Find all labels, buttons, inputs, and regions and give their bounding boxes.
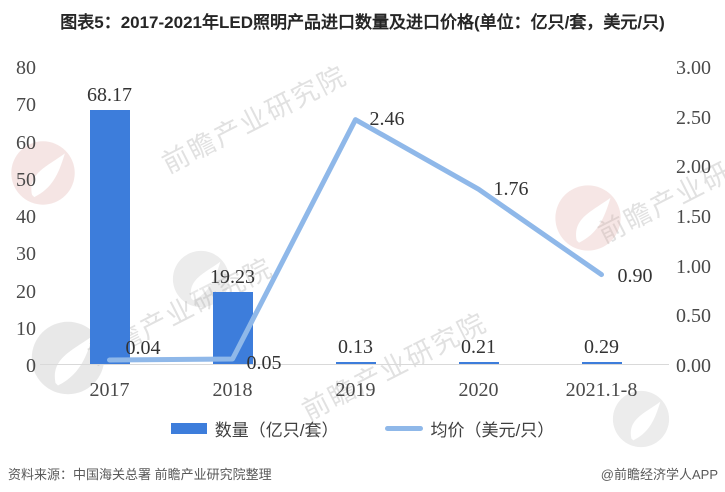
y-axis-left-tick: 40: [16, 206, 36, 228]
bar-value-label: 0.29: [584, 336, 619, 358]
legend-label: 数量（亿只/套）: [214, 420, 339, 440]
x-axis-tick: 2018: [212, 379, 253, 401]
y-axis-right-tick: 3.00: [676, 57, 711, 79]
line-value-label: 0.04: [125, 337, 161, 360]
line-value-label: 2.46: [369, 107, 405, 130]
legend-item-price: 均价（美元/只）: [384, 416, 555, 441]
line-series-swatch: [384, 425, 423, 431]
y-axis-right-tick: 2.50: [676, 106, 711, 129]
bar-value-label: 0.13: [338, 336, 373, 358]
bar-2020: [458, 362, 499, 364]
x-axis-line: [40, 364, 669, 365]
footer: 资料来源：中国海关总署 前瞻产业研究院整理 @前瞻经济学人APP: [0, 458, 725, 492]
y-axis-right-tick: 2.00: [676, 156, 711, 179]
chart-title: 图表5：2017-2021年LED照明产品进口数量及进口价格(单位：亿只/套，美…: [60, 13, 665, 32]
bar-series-swatch: [170, 422, 207, 434]
y-axis-right-tick: 1.50: [676, 206, 711, 228]
data-source-note: 资料来源：中国海关总署 前瞻产业研究院整理: [8, 467, 272, 482]
x-axis-tick: 2021.1-8: [565, 379, 638, 401]
watermark-text: 前瞻产业研究院: [157, 60, 352, 180]
line-value-label: 0.05: [246, 352, 282, 375]
bar-value-label: 19.23: [210, 266, 255, 288]
y-axis-left-tick: 10: [16, 317, 36, 340]
y-axis-left-tick: 80: [16, 57, 36, 79]
x-axis-tick: 2019: [335, 379, 376, 401]
legend: 数量（亿只/套） 均价（美元/只）: [0, 413, 725, 443]
watermark-text: 前瞻产业研究院: [593, 130, 725, 250]
legend-item-quantity: 数量（亿只/套）: [170, 416, 339, 441]
bar-2021.1-8: [581, 362, 622, 364]
legend-label: 均价（美元/只）: [430, 420, 555, 440]
y-axis-left-tick: 70: [16, 94, 36, 117]
y-axis-left-tick: 60: [16, 131, 36, 154]
credit-note: @前瞻经济学人APP: [600, 467, 718, 482]
y-axis-right-tick: 0.50: [676, 305, 711, 328]
bar-value-label: 68.17: [87, 84, 132, 106]
y-axis-left-tick: 0: [26, 355, 36, 377]
watermark-logo-icon: [552, 182, 624, 254]
line-value-label: 0.90: [617, 264, 653, 287]
y-axis-left-tick: 30: [16, 243, 36, 266]
bar-2017: [89, 110, 130, 364]
x-axis-tick: 2020: [458, 379, 499, 401]
y-axis-right-tick: 1.00: [676, 255, 711, 278]
y-axis-left-tick: 50: [16, 168, 36, 191]
line-value-label: 1.76: [493, 178, 529, 201]
y-axis-left-tick: 20: [16, 280, 36, 303]
x-axis-tick: 2017: [89, 379, 130, 401]
bar-2019: [335, 362, 376, 364]
y-axis-right-tick: 0.00: [676, 355, 711, 377]
bar-value-label: 0.21: [461, 336, 496, 358]
